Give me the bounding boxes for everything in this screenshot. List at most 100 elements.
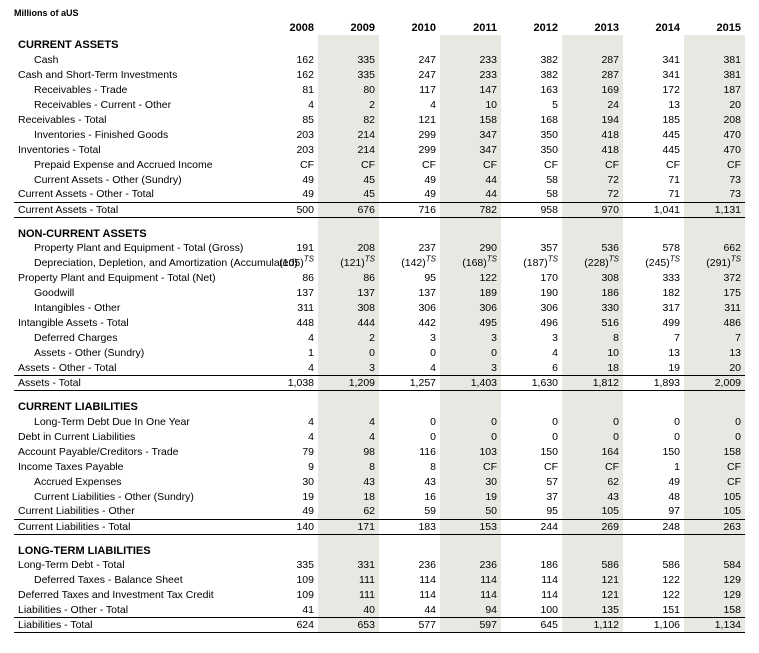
cell: 19 bbox=[623, 361, 684, 376]
table-row: Intangibles - Other311308306306306330317… bbox=[14, 301, 745, 316]
cell: 50 bbox=[440, 504, 501, 519]
row-label: Current Assets - Other (Sundry) bbox=[14, 172, 257, 187]
cell bbox=[684, 35, 745, 52]
cell bbox=[318, 534, 379, 558]
cell: 0 bbox=[379, 429, 440, 444]
row-label: Intangible Assets - Total bbox=[14, 316, 257, 331]
cell: 970 bbox=[562, 202, 623, 217]
row-label: Debt in Current Liabilities bbox=[14, 429, 257, 444]
table-row: Assets - Other - Total43436181920 bbox=[14, 361, 745, 376]
cell: 306 bbox=[440, 301, 501, 316]
cell: 105 bbox=[684, 489, 745, 504]
row-label: Inventories - Finished Goods bbox=[14, 127, 257, 142]
row-label: Current Liabilities - Other bbox=[14, 504, 257, 519]
cell: 445 bbox=[623, 127, 684, 142]
cell: 114 bbox=[379, 588, 440, 603]
cell: 444 bbox=[318, 316, 379, 331]
cell: 782 bbox=[440, 202, 501, 217]
cell: 191 bbox=[257, 241, 318, 256]
cell: 71 bbox=[623, 187, 684, 202]
cell: 233 bbox=[440, 67, 501, 82]
cell: CF bbox=[562, 459, 623, 474]
cell: 500 bbox=[257, 202, 318, 217]
cell bbox=[562, 35, 623, 52]
cell: 135 bbox=[562, 603, 623, 618]
cell bbox=[562, 391, 623, 415]
cell: 158 bbox=[440, 112, 501, 127]
cell: 151 bbox=[623, 603, 684, 618]
cell: 308 bbox=[318, 301, 379, 316]
cell: (187)TS bbox=[501, 256, 562, 271]
cell: 0 bbox=[684, 414, 745, 429]
cell: 236 bbox=[379, 558, 440, 573]
cell: 105 bbox=[562, 504, 623, 519]
cell: 6 bbox=[501, 361, 562, 376]
cell: 536 bbox=[562, 241, 623, 256]
cell: 335 bbox=[318, 67, 379, 82]
cell: 137 bbox=[318, 286, 379, 301]
cell: 13 bbox=[623, 97, 684, 112]
cell: 4 bbox=[257, 361, 318, 376]
cell: 0 bbox=[684, 429, 745, 444]
table-row: Deferred Charges42333877 bbox=[14, 331, 745, 346]
col-year: 2012 bbox=[501, 20, 562, 35]
cell: 4 bbox=[257, 331, 318, 346]
cell: 1,257 bbox=[379, 376, 440, 391]
cell bbox=[318, 35, 379, 52]
table-row: Cash and Short-Term Investments162335247… bbox=[14, 67, 745, 82]
cell: 8 bbox=[318, 459, 379, 474]
cell: CF bbox=[684, 459, 745, 474]
table-row: Debt in Current Liabilities44000000 bbox=[14, 429, 745, 444]
cell: 578 bbox=[623, 241, 684, 256]
cell: 117 bbox=[379, 82, 440, 97]
cell: 624 bbox=[257, 618, 318, 633]
cell: 82 bbox=[318, 112, 379, 127]
cell: 37 bbox=[501, 489, 562, 504]
cell: 333 bbox=[623, 271, 684, 286]
section-header-row: NON-CURRENT ASSETS bbox=[14, 217, 745, 241]
cell: 233 bbox=[440, 52, 501, 67]
row-label: Long-Term Debt - Total bbox=[14, 558, 257, 573]
cell: 516 bbox=[562, 316, 623, 331]
cell: 3 bbox=[379, 331, 440, 346]
table-row: Cash162335247233382287341381 bbox=[14, 52, 745, 67]
cell: CF bbox=[501, 157, 562, 172]
cell: 3 bbox=[318, 361, 379, 376]
cell: 105 bbox=[684, 504, 745, 519]
cell: 3 bbox=[501, 331, 562, 346]
cell: 43 bbox=[562, 489, 623, 504]
cell bbox=[440, 391, 501, 415]
cell: 0 bbox=[318, 346, 379, 361]
cell: 418 bbox=[562, 127, 623, 142]
cell: 1 bbox=[623, 459, 684, 474]
table-row: Deferred Taxes - Balance Sheet1091111141… bbox=[14, 573, 745, 588]
cell: 95 bbox=[379, 271, 440, 286]
cell: 45 bbox=[318, 187, 379, 202]
cell: CF bbox=[684, 157, 745, 172]
cell: 62 bbox=[562, 474, 623, 489]
cell: CF bbox=[440, 459, 501, 474]
cell: 306 bbox=[379, 301, 440, 316]
cell: 4 bbox=[257, 429, 318, 444]
cell: 237 bbox=[379, 241, 440, 256]
cell: 189 bbox=[440, 286, 501, 301]
row-label: Receivables - Trade bbox=[14, 82, 257, 97]
cell: 19 bbox=[257, 489, 318, 504]
cell: CF bbox=[440, 157, 501, 172]
cell: 58 bbox=[501, 187, 562, 202]
cell: 357 bbox=[501, 241, 562, 256]
row-label: Intangibles - Other bbox=[14, 301, 257, 316]
row-label: Liabilities - Other - Total bbox=[14, 603, 257, 618]
row-label: Assets - Other - Total bbox=[14, 361, 257, 376]
cell: 137 bbox=[379, 286, 440, 301]
col-year: 2008 bbox=[257, 20, 318, 35]
section-header-row: CURRENT LIABILITIES bbox=[14, 391, 745, 415]
table-row: Receivables - Trade818011714716316917218… bbox=[14, 82, 745, 97]
cell: 41 bbox=[257, 603, 318, 618]
cell: 19 bbox=[440, 489, 501, 504]
cell: 1,041 bbox=[623, 202, 684, 217]
cell: 287 bbox=[562, 52, 623, 67]
cell: 1,134 bbox=[684, 618, 745, 633]
cell: 153 bbox=[440, 519, 501, 534]
table-row: Liabilities - Other - Total4140449410013… bbox=[14, 603, 745, 618]
